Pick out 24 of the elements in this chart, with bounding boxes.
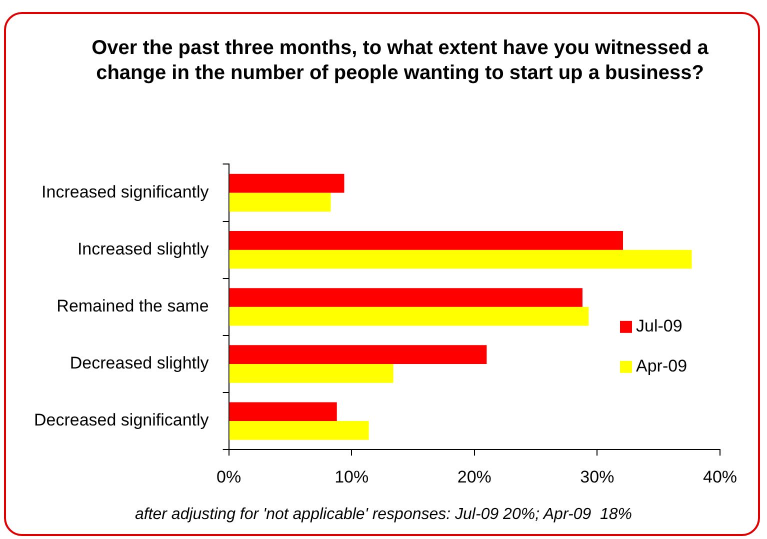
bar	[229, 250, 692, 269]
y-tick-label: Decreased slightly	[70, 354, 210, 373]
x-tick-label: 10%	[334, 467, 369, 486]
chart-title: Over the past three months, to what extent have you witnessed a change in the number of people wanting to start up a business?	[90, 36, 710, 86]
bar	[229, 364, 394, 383]
bar	[229, 192, 331, 212]
legend-label: Apr-09	[636, 356, 688, 376]
x-tick-label: 30%	[580, 467, 614, 486]
bar	[229, 402, 337, 422]
x-tick-label: 20%	[457, 467, 492, 486]
bar	[229, 345, 487, 364]
y-tick-label: Decreased significantly	[34, 410, 210, 430]
x-tick-label: 0%	[216, 467, 242, 486]
legend-label: Jul-09	[636, 316, 682, 336]
bar	[229, 421, 369, 440]
bar	[229, 288, 582, 307]
y-tick-label: Increased significantly	[42, 182, 210, 202]
bar	[229, 306, 589, 326]
bar	[229, 230, 623, 250]
bar	[229, 174, 344, 193]
text: after adjusting for 'not applicable' responses: Jul-09 20%; Apr-09 18%	[134, 506, 634, 524]
x-tick-label: 40%	[702, 467, 738, 486]
y-tick-label: Increased slightly	[77, 240, 210, 259]
y-tick-label: Remained the same	[56, 296, 209, 316]
